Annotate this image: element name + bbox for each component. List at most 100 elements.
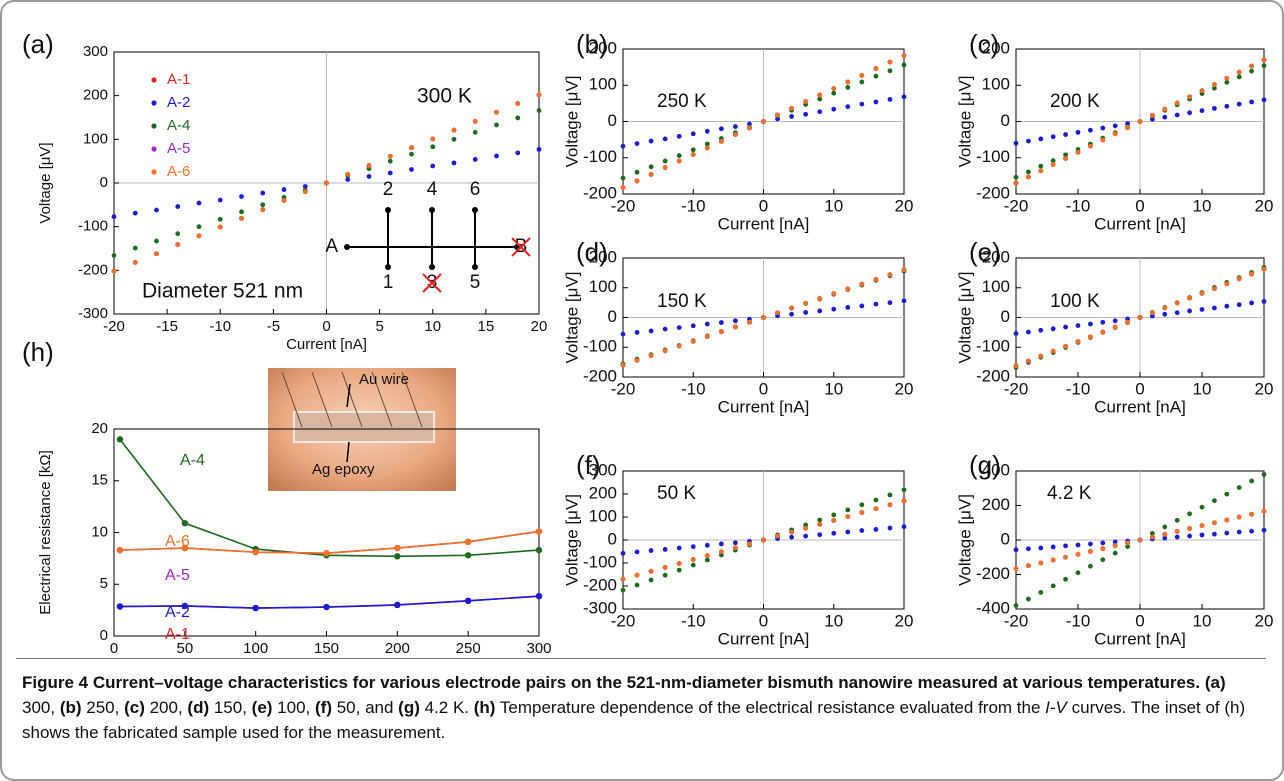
figure-panels: -20 -15 -10 -5 0 5 10 15 20-300-200-100010020030… [22,29,1273,657]
data-point [1236,69,1242,75]
data-point [302,189,308,195]
y-tick-label: -200 [976,366,1010,385]
data-point [648,353,654,358]
y-tick-label: -100 [583,147,617,166]
data-point [1050,134,1056,140]
data-point [196,200,202,206]
x-tick-label: -10 [681,611,706,630]
data-point [451,127,457,133]
data-point [1125,125,1130,131]
data-point [1150,112,1155,118]
data-point [634,582,640,588]
data-point [901,487,907,493]
data-point [831,306,837,312]
diagram-node [385,264,391,270]
diagram-node [385,207,391,213]
data-point [217,216,223,222]
data-point [1199,532,1205,538]
data-point [662,136,668,142]
data-point [1075,323,1081,328]
cross-mark [511,237,531,257]
x-tick-label: -10 [209,318,231,335]
data-point [1261,508,1267,514]
data-point [345,177,351,182]
x-tick-label: -10 [1066,379,1091,398]
panel-label: (h) [22,337,54,367]
data-point [1063,554,1068,560]
data-point [409,145,414,151]
wire [281,371,303,428]
data-point [1212,85,1217,91]
y-tick-label: 200 [982,38,1010,57]
data-point [662,158,668,164]
x-tick-label: 0 [759,196,768,215]
x-axis-label: Current [nA] [718,629,810,648]
cross-mark [422,273,442,293]
data-point [1038,545,1044,551]
data-point [366,174,372,179]
data-point [1100,125,1106,131]
data-point [1137,315,1143,320]
legend-label: A-5 [167,140,190,157]
data-point [662,564,668,570]
data-point [803,300,809,306]
data-point [1236,101,1242,107]
data-point [1249,528,1254,534]
y-tick-label: -300 [583,598,617,617]
data-point [1026,169,1031,175]
data-point [260,202,266,208]
data-point [676,343,682,349]
data-point [1187,295,1192,301]
annotation: 250 K [657,91,707,112]
data-point [718,329,724,335]
data-point [1224,491,1230,497]
data-point [345,171,351,177]
x-axis-label: Current [nA] [1094,629,1186,648]
data-point [1026,138,1031,144]
data-point [1174,310,1180,316]
data-point [817,521,823,527]
data-point [803,525,809,531]
data-point [1187,533,1192,539]
data-point [789,106,794,111]
data-point [1112,324,1118,330]
data-point [1174,112,1180,118]
data-point [690,544,696,550]
data-point [1063,324,1068,330]
data-point [901,62,907,68]
data-point [394,553,401,560]
x-tick-label: 0 [110,640,118,657]
data-point [1038,163,1044,169]
y-tick-label: 0 [1001,307,1010,326]
data-point [515,150,521,156]
x-tick-label: 10 [1193,379,1212,398]
data-point [676,567,682,573]
data-point [887,502,893,508]
y-axis-label: Voltage [μV] [955,271,974,363]
data-point [1261,299,1267,304]
data-point [1026,596,1031,602]
annotation: 4.2 K [1047,483,1092,504]
x-axis-label: Current [nA] [1094,397,1186,416]
data-point [239,215,244,221]
y-tick-label: 0 [608,307,617,326]
data-point [704,553,710,559]
data-point [845,104,851,110]
data-point [803,111,809,117]
x-tick-label: 15 [478,318,495,335]
data-point [1075,339,1081,344]
data-point [181,602,189,610]
data-point [1050,326,1056,332]
diagram-label: 1 [383,272,394,293]
data-point [803,310,809,315]
x-tick-label: 20 [895,379,914,398]
data-point [281,187,287,192]
data-point [845,304,851,310]
data-point [648,138,654,144]
data-point [648,328,654,334]
data-point [1038,560,1044,566]
sample-chip [293,411,435,443]
data-point [181,544,189,552]
caption-text: Temperature dependence of the electrical… [495,698,1046,717]
data-point [1261,266,1267,272]
